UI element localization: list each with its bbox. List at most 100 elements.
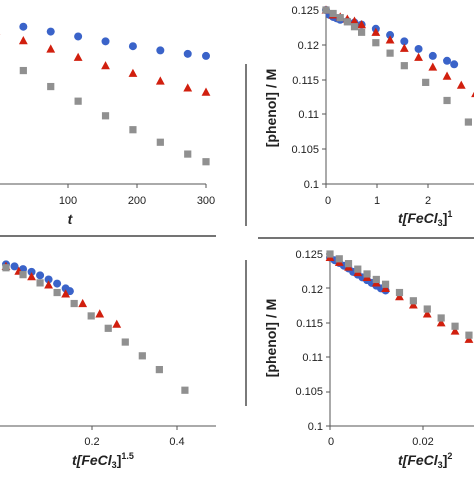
x-axis-label: t[FeCl3]2 bbox=[398, 451, 452, 470]
square-point bbox=[358, 29, 365, 36]
square-point bbox=[424, 305, 431, 312]
x-tick-label: 200 bbox=[128, 195, 146, 207]
square-point bbox=[336, 255, 343, 262]
triangle-point bbox=[183, 83, 192, 91]
circle-point bbox=[443, 57, 451, 65]
x-axis-label-main: t[FeCl bbox=[398, 452, 439, 468]
square-point bbox=[47, 83, 54, 90]
y-ticks: 0.125 0.12 0.115 0.11 0.105 0.1 bbox=[295, 249, 330, 433]
square-point bbox=[386, 50, 393, 57]
square-point bbox=[202, 158, 209, 165]
circle-point bbox=[36, 271, 44, 279]
x-tick-label: 100 bbox=[59, 195, 77, 207]
data-points bbox=[322, 5, 474, 125]
y-axis-label: [phenol] / M bbox=[263, 69, 279, 148]
square-point bbox=[139, 352, 146, 359]
y-tick-label: 0.1 bbox=[308, 421, 323, 433]
y-tick-label: 0.12 bbox=[298, 40, 319, 52]
square-point bbox=[181, 387, 188, 394]
y-tick-label: 0.1 bbox=[304, 179, 319, 191]
triangle-point bbox=[78, 299, 87, 307]
x-axis-label-sup: 1 bbox=[447, 209, 452, 219]
circle-point bbox=[19, 23, 27, 31]
square-point bbox=[372, 39, 379, 46]
circle-point bbox=[156, 46, 164, 54]
square-point bbox=[54, 289, 61, 296]
x-axis-label-sup: 2 bbox=[447, 451, 452, 461]
square-point bbox=[422, 79, 429, 86]
square-point bbox=[373, 276, 380, 283]
square-point bbox=[105, 325, 112, 332]
square-point bbox=[157, 139, 164, 146]
y-tick-label: 0.11 bbox=[298, 109, 319, 121]
data-points bbox=[326, 250, 474, 343]
square-point bbox=[88, 312, 95, 319]
square-point bbox=[156, 366, 163, 373]
square-point bbox=[129, 126, 136, 133]
circle-point bbox=[429, 52, 437, 60]
y-tick-label: 0.12 bbox=[302, 284, 323, 296]
square-point bbox=[401, 62, 408, 69]
x-ticks: 0 1 2 bbox=[325, 184, 431, 207]
square-point bbox=[410, 297, 417, 304]
square-point bbox=[337, 14, 344, 21]
square-point bbox=[354, 266, 361, 273]
triangle-point bbox=[129, 69, 138, 77]
square-point bbox=[363, 270, 370, 277]
square-point bbox=[345, 260, 352, 267]
square-point bbox=[330, 10, 337, 17]
square-point bbox=[396, 289, 403, 296]
triangle-point bbox=[202, 88, 211, 96]
triangle-point bbox=[400, 44, 409, 52]
circle-point bbox=[102, 37, 110, 45]
x-axis-label-main: t[FeCl bbox=[72, 452, 113, 468]
triangle-point bbox=[443, 72, 452, 80]
circle-point bbox=[53, 280, 61, 288]
circle-point bbox=[74, 32, 82, 40]
square-point bbox=[322, 6, 329, 13]
x-ticks: 0.2 0.4 bbox=[84, 426, 184, 448]
square-point bbox=[326, 250, 333, 257]
square-point bbox=[382, 281, 389, 288]
y-tick-label: 0.125 bbox=[291, 5, 319, 17]
square-point bbox=[2, 264, 9, 271]
triangle-point bbox=[95, 309, 104, 317]
square-point bbox=[465, 332, 472, 339]
y-tick-label: 0.105 bbox=[291, 144, 319, 156]
square-point bbox=[20, 67, 27, 74]
triangle-point bbox=[428, 62, 437, 70]
x-tick-label: 0 bbox=[328, 436, 334, 448]
triangle-point bbox=[46, 44, 55, 52]
panel-top-left: 100 200 300 t bbox=[0, 18, 215, 227]
square-point bbox=[122, 338, 129, 345]
x-ticks: 100 200 300 bbox=[59, 184, 215, 207]
panel-bottom-left: 0.2 0.4 t[FeCl3]1.5 bbox=[0, 260, 216, 470]
circle-point bbox=[184, 50, 192, 58]
square-point bbox=[344, 18, 351, 25]
square-point bbox=[438, 314, 445, 321]
triangle-point bbox=[457, 81, 466, 89]
y-axis-label: [phenol] / M bbox=[263, 299, 279, 378]
square-point bbox=[184, 150, 191, 157]
circle-point bbox=[47, 28, 55, 36]
square-point bbox=[102, 112, 109, 119]
square-point bbox=[351, 23, 358, 30]
x-tick-label: 0 bbox=[325, 195, 331, 207]
triangle-point bbox=[101, 61, 110, 69]
x-tick-label: 2 bbox=[425, 195, 431, 207]
x-axis-label: t[FeCl3]1 bbox=[398, 209, 452, 228]
data-points bbox=[2, 260, 189, 394]
triangle-point bbox=[156, 76, 165, 84]
square-point bbox=[451, 323, 458, 330]
x-tick-label: 0.2 bbox=[84, 436, 99, 448]
panel-top-right: [phenol] / M 0.125 0.12 0.115 0.11 0.105… bbox=[263, 5, 474, 228]
triangle-point bbox=[112, 320, 121, 328]
square-point bbox=[19, 271, 26, 278]
x-tick-label: 300 bbox=[197, 195, 215, 207]
x-ticks: 0 0.02 bbox=[328, 426, 434, 448]
y-tick-label: 0.105 bbox=[295, 386, 323, 398]
x-tick-label: 1 bbox=[374, 195, 380, 207]
y-ticks: 0.125 0.12 0.115 0.11 0.105 0.1 bbox=[291, 5, 326, 191]
